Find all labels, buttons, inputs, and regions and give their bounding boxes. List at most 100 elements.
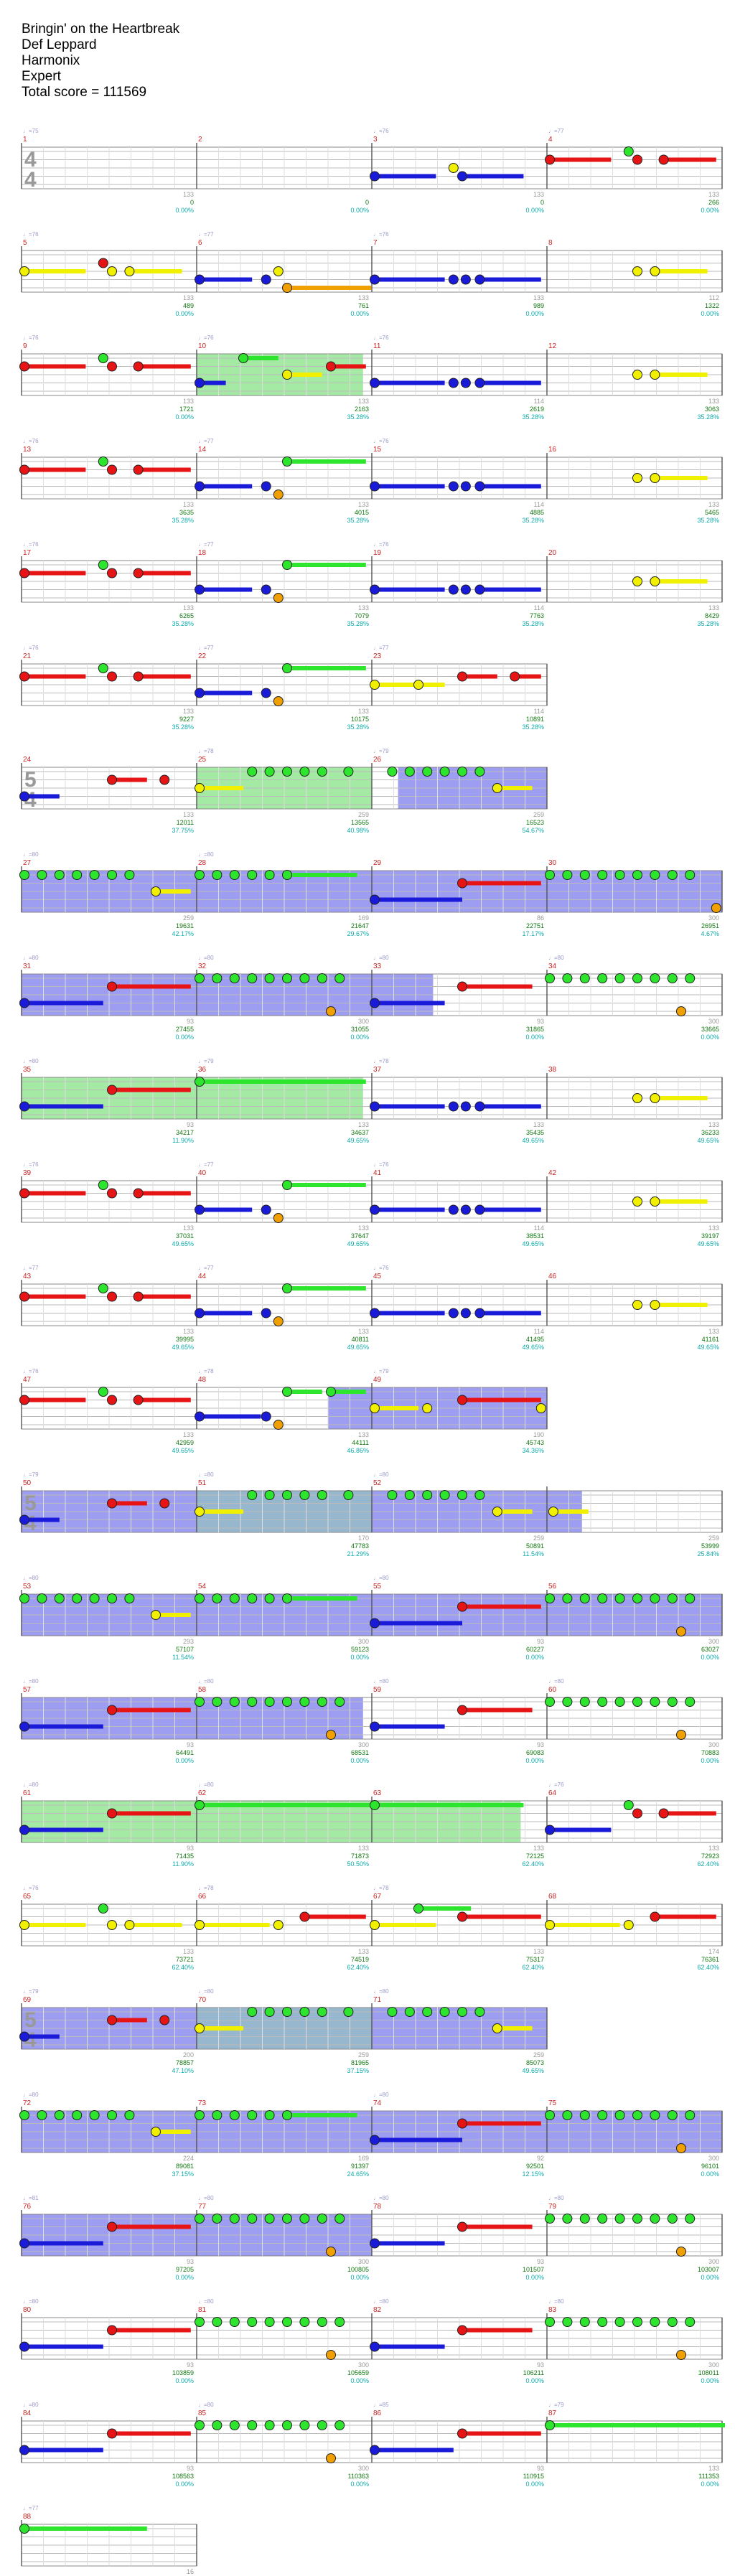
sustain-tail [138,674,191,679]
note-gem-blue [370,584,380,595]
sustain-tail [375,1803,524,1807]
note-gem-green [317,973,327,983]
cumulative-score: 1322 [705,302,719,309]
note-gem-green [212,2317,223,2327]
note-gem-blue [261,1308,271,1319]
note-gem-green [98,1387,108,1397]
sustain-tail [331,1390,366,1394]
note-gem-green [124,870,135,880]
tempo-marker: ♩=80 [23,955,39,961]
note-gem-yellow [124,1920,135,1930]
sustain-tail [550,1827,612,1832]
note-gem-green [413,1903,423,1914]
note-gem-red [107,2221,117,2232]
sustain-tail [375,1001,445,1006]
note-gem-blue [370,1308,380,1319]
measure-number: 83 [548,2306,557,2314]
measure-number: 30 [548,859,557,867]
note-gem-green [195,1697,205,1707]
cumulative-score: 3063 [705,406,719,413]
note-gem-green [37,1593,47,1603]
note-gem-yellow [623,1920,634,1930]
overdrive-percent: 0.00% [175,1757,194,1764]
note-gem-yellow [282,370,292,380]
note-gem-yellow [151,886,161,896]
overdrive-percent: 49.65% [522,1344,544,1351]
measure-score: 293 [183,1638,194,1645]
note-gem-blue [460,481,471,492]
note-gem-green [685,870,696,880]
overdrive-percent: 49.65% [172,1447,194,1454]
note-gem-green [89,2110,100,2120]
measure-score: 133 [183,294,194,301]
note-gem-green [614,1593,625,1603]
cumulative-score: 103007 [698,2266,719,2273]
sustain-tail [24,1104,103,1109]
note-gem-red [19,1188,29,1199]
sustain-tail [24,674,86,679]
note-gem-blue [195,378,205,388]
overdrive-percent: 11.54% [523,1550,544,1558]
measure-number: 33 [373,963,382,970]
measure-score: 133 [358,398,369,405]
note-gem-blue [370,171,380,182]
note-gem-yellow [632,1093,642,1103]
cumulative-score: 13565 [351,819,369,826]
measure-score: 300 [708,1018,719,1025]
cumulative-score: 5465 [705,509,719,516]
tempo-marker: ♩=80 [23,2402,39,2408]
overdrive-percent: 0.00% [175,413,194,421]
tempo-marker: ♩=76 [23,334,39,341]
note-gem-green [282,1387,292,1397]
measure-number: 87 [548,2409,557,2417]
tempo-marker: ♩=79 [198,1058,214,1064]
note-gem-green [650,973,660,983]
measure-score: 133 [183,1328,194,1335]
overdrive-percent: 54.67% [522,827,544,834]
note-gem-blue [195,1204,205,1215]
note-gem-green [579,973,590,983]
tempo-marker: ♩=78 [373,1885,389,1891]
note-gem-blue [261,584,271,595]
measure-number: 38 [548,1066,557,1074]
sustain-tail [24,794,60,799]
measure-number: 74 [373,2099,382,2107]
note-gem-green [387,2007,398,2017]
note-gem-yellow [650,1300,660,1310]
sustain-tail [287,286,372,290]
note-gem-green [54,2110,65,2120]
cumulative-score: 111353 [698,2473,719,2480]
note-gem-red [98,258,108,268]
note-gem-blue [370,1721,380,1732]
note-gem-red [159,774,170,785]
note-gem-blue [19,1101,29,1112]
sustain-tail [479,380,541,385]
measure-number: 62 [198,1789,207,1797]
note-gem-blue [370,894,380,905]
total-score: Total score = 111569 [22,85,147,100]
sustain-tail [497,2026,533,2031]
note-gem-green [579,1697,590,1707]
note-gem-green [299,2007,310,2017]
cumulative-score: 42959 [176,1439,194,1446]
note-gem-green [195,973,205,983]
cumulative-score: 53999 [701,1542,719,1550]
sustain-tail [515,674,541,679]
note-gem-green [317,767,327,777]
sustain-tail [550,1923,620,1927]
measure-number: 40 [198,1169,207,1177]
measure-score: 133 [183,604,194,612]
note-gem-blue [19,2031,29,2042]
measure-number: 86 [373,2409,382,2417]
note-gem-blue [19,2341,29,2352]
sustain-tail [655,1303,708,1307]
measure-score: 114 [534,1224,544,1232]
note-gem-green [54,1593,65,1603]
note-gem-green [247,1490,258,1500]
note-gem-yellow [195,1920,205,1930]
sustain-tail [24,269,86,273]
note-gem-yellow [124,266,135,276]
note-gem-green [212,870,223,880]
overdrive-percent: 0.00% [350,2481,369,2488]
measure-number: 56 [548,1583,557,1591]
